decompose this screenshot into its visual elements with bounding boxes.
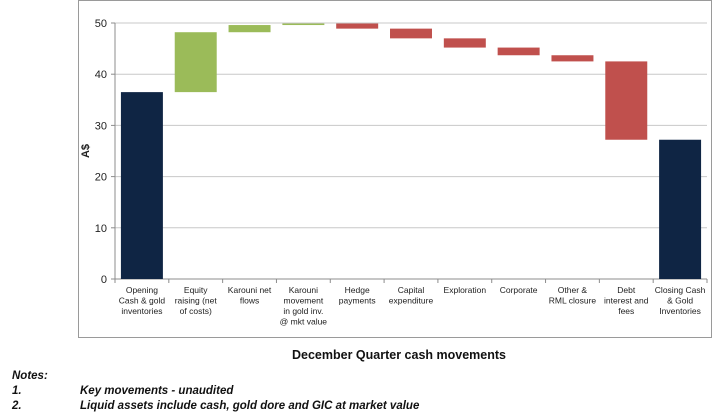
waterfall-bar: [174, 32, 217, 93]
category-label: Karouni movement in gold inv. @ mkt value: [280, 285, 328, 327]
category-label: Hedge payments: [339, 285, 376, 306]
waterfall-bar: [336, 23, 379, 29]
waterfall-bar: [659, 139, 702, 279]
note-text: Key movements - unaudited: [80, 385, 234, 397]
y-tick-label: 0: [101, 274, 107, 286]
category-label: Opening Cash & gold inventories: [119, 285, 166, 316]
category-label: Equity raising (net of costs): [175, 285, 218, 316]
notes-heading: Notes:: [12, 370, 48, 382]
waterfall-bar: [228, 25, 271, 33]
y-axis-title: A$: [80, 144, 92, 158]
note-number: 1.: [12, 385, 22, 397]
waterfall-bar: [282, 23, 325, 26]
note-text: Liquid assets include cash, gold dore an…: [80, 400, 420, 412]
waterfall-bar: [443, 38, 486, 48]
y-tick-label: 20: [95, 172, 107, 184]
waterfall-bar: [551, 55, 594, 62]
x-axis-title: December Quarter cash movements: [292, 348, 506, 362]
y-tick-label: 40: [95, 69, 107, 81]
waterfall-bar: [605, 61, 648, 140]
waterfall-bar: [120, 92, 163, 280]
waterfall-bar: [390, 28, 432, 39]
waterfall-chart: 0 10 20 30 40 50 A$ Opening Cash & gold inventori…: [80, 18, 708, 327]
category-label: Debt interest and fees: [604, 285, 649, 316]
category-label: Closing Cash & Gold Inventories: [655, 285, 706, 316]
category-label: Other & RML closure: [549, 285, 597, 306]
note-number: 2.: [12, 400, 22, 412]
category-label: Capital expenditure: [389, 285, 434, 306]
y-tick-label: 10: [95, 223, 107, 235]
y-tick-label: 50: [95, 18, 107, 30]
category-label: Karouni net flows: [228, 285, 272, 306]
note-item: 1. Key movements - unaudited: [12, 384, 419, 399]
y-tick-label: 30: [95, 120, 107, 132]
notes-section: Notes: 1. Key movements - unaudited 2. L…: [12, 369, 419, 414]
waterfall-bar: [497, 47, 540, 56]
category-label: Exploration: [444, 285, 487, 295]
note-item: 2. Liquid assets include cash, gold dore…: [12, 399, 419, 414]
chart-frame: 0 10 20 30 40 50 A$ Opening Cash & gold inventori…: [78, 0, 712, 338]
category-label: Corporate: [500, 285, 538, 295]
